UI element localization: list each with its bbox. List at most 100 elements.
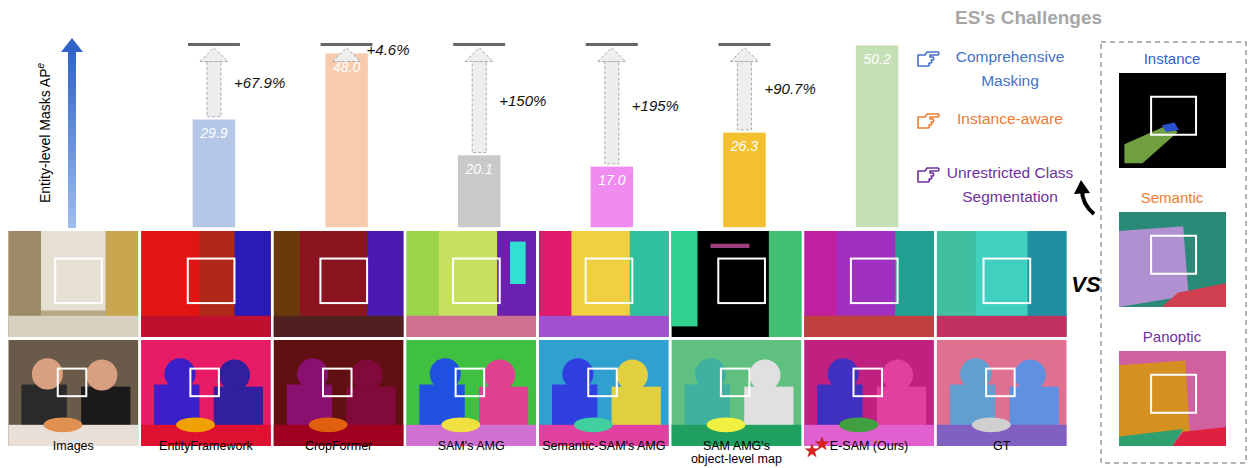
segment	[1162, 283, 1226, 307]
segment	[539, 316, 669, 337]
segment	[141, 231, 271, 337]
x-tick-label: GT	[993, 439, 1011, 453]
background	[0, 0, 1251, 468]
reference-line	[718, 43, 770, 46]
panel-title: ES's Challenges	[955, 7, 1102, 28]
gap-annotation: +150%	[499, 92, 546, 109]
reference-line	[188, 43, 240, 46]
x-tick-label: SAM AMG'sobject-level map	[691, 439, 782, 466]
segment	[1173, 427, 1227, 446]
y-axis-label: Entity-level Masks APe	[35, 62, 53, 203]
segment	[1119, 429, 1183, 446]
data-labels: 29.948.020.117.026.350.2	[199, 51, 891, 188]
comparison-label: Panoptic	[1143, 328, 1202, 345]
x-tick-label: CropFormer	[305, 439, 372, 453]
segmentation-map	[672, 231, 802, 337]
label-line: Masking	[981, 72, 1039, 89]
highlight-box	[984, 259, 1031, 304]
highlight-box	[851, 259, 898, 304]
x-tick-label: SAM's AMG	[438, 439, 505, 453]
highlight-box	[456, 369, 485, 397]
segmentation-map	[406, 340, 536, 446]
segment	[1119, 212, 1226, 307]
highlight-box	[1151, 236, 1196, 274]
y-axis-label-text: Entity-level Masks AP	[37, 68, 53, 203]
label-line: Semantic-SAM's AMG	[542, 439, 665, 453]
segment	[510, 242, 526, 284]
segment	[882, 359, 913, 390]
segmentation-map	[937, 231, 1067, 337]
highlight-box	[718, 259, 765, 304]
segmentation-map	[141, 340, 271, 446]
highlight-box	[588, 369, 617, 397]
segment	[274, 316, 404, 337]
segment	[617, 359, 648, 390]
label-line: SAM's AMG	[438, 439, 505, 453]
segment	[672, 340, 802, 446]
highlight-box	[453, 259, 500, 304]
segment	[749, 359, 780, 390]
bar	[722, 132, 766, 228]
segment	[219, 359, 250, 390]
segmentation-map	[804, 340, 934, 446]
data-label: 29.9	[199, 125, 227, 141]
hand-outline	[918, 52, 939, 66]
highlight-box	[586, 259, 633, 304]
label-line: Instance-aware	[957, 110, 1063, 127]
segment	[41, 231, 106, 311]
reference-line	[453, 43, 505, 46]
segment	[1162, 122, 1179, 131]
x-axis: ImagesEntityFrameworkCropFormerSAM's AMG…	[53, 439, 1011, 466]
hand-outline	[918, 114, 939, 128]
segmentation-map	[274, 340, 404, 446]
segment	[441, 417, 480, 432]
y-axis-arrowhead	[61, 38, 83, 52]
segment	[769, 231, 801, 337]
segment	[574, 417, 613, 432]
segmentation-map	[672, 340, 802, 446]
segment	[9, 231, 139, 337]
gap-arrow-shaft	[605, 62, 619, 164]
gap-annotation: +195%	[632, 97, 679, 114]
highlight-box	[854, 369, 883, 397]
label-line: SAM AMG's	[703, 439, 770, 453]
label-line: object-level map	[691, 452, 782, 466]
label-line: E-SAM (Ours)	[830, 439, 908, 453]
reference-line	[321, 43, 373, 46]
highlight-box	[323, 369, 352, 397]
segmentation-map	[539, 340, 669, 446]
bars	[192, 45, 899, 228]
x-tick-label: Semantic-SAM's AMG	[542, 439, 665, 453]
highlight-box	[58, 369, 87, 397]
segment	[571, 231, 636, 316]
highlight-box	[190, 369, 219, 397]
segment	[937, 340, 1067, 446]
challenge-item: Instance-aware	[957, 110, 1063, 127]
segment	[9, 316, 139, 337]
segment	[9, 340, 139, 446]
segment	[1119, 73, 1226, 168]
x-tick-label: EntityFramework	[159, 439, 254, 453]
highlight-box	[188, 259, 235, 304]
comparison-label: Semantic	[1141, 189, 1204, 206]
curved-arrow-head	[1074, 180, 1090, 194]
bar	[855, 45, 899, 228]
hand-icon	[918, 52, 939, 66]
hand-outline	[918, 168, 939, 182]
highlight-box	[55, 259, 102, 304]
segment	[1119, 361, 1190, 442]
segmentation-map	[9, 231, 139, 337]
gap-arrow-head	[465, 48, 493, 62]
data-label: 50.2	[863, 51, 890, 67]
highlight-box	[721, 369, 750, 397]
label-line: GT	[993, 439, 1011, 453]
bar	[325, 53, 369, 228]
challenge-item: ComprehensiveMasking	[956, 48, 1065, 89]
comparison-map	[1119, 212, 1226, 307]
annotations: +67.9%+4.6%+150%+195%+90.7%	[188, 41, 816, 164]
segment	[274, 340, 404, 446]
segment	[300, 231, 371, 316]
segment	[839, 417, 878, 432]
star-icon	[815, 437, 828, 450]
challenge-item: Unrestricted ClassSegmentation	[947, 164, 1074, 205]
